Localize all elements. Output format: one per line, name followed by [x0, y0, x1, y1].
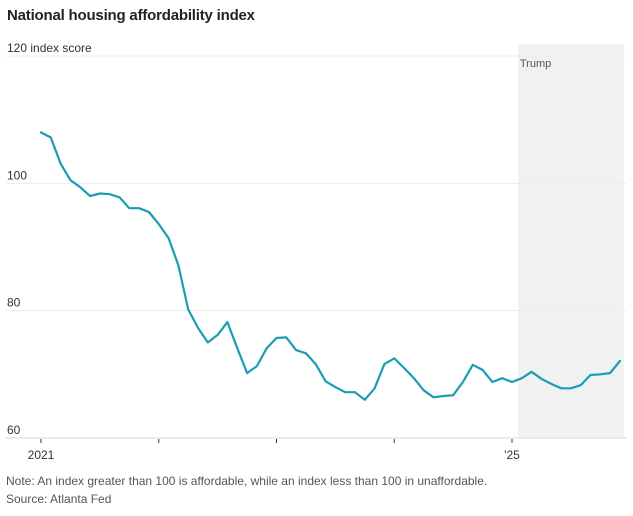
shaded-region-label: Trump: [520, 58, 551, 70]
line-chart: Trump 120 index score 100 80 60 2021 '25: [6, 41, 626, 462]
x-tick-label: 2021: [28, 448, 55, 462]
series-line: [39, 131, 621, 401]
chart-source: Source: Atlanta Fed: [6, 492, 112, 506]
shaded-region: [517, 44, 624, 438]
x-tick-label: '25: [504, 448, 520, 462]
y-tick-label: 100: [7, 168, 27, 182]
chart-note: Note: An index greater than 100 is affor…: [6, 474, 488, 488]
chart-title: National housing affordability index: [7, 7, 255, 24]
y-tick-label: 80: [7, 296, 21, 310]
y-tick-label: 60: [7, 423, 21, 437]
y-tick-label: 120 index score: [7, 41, 92, 55]
